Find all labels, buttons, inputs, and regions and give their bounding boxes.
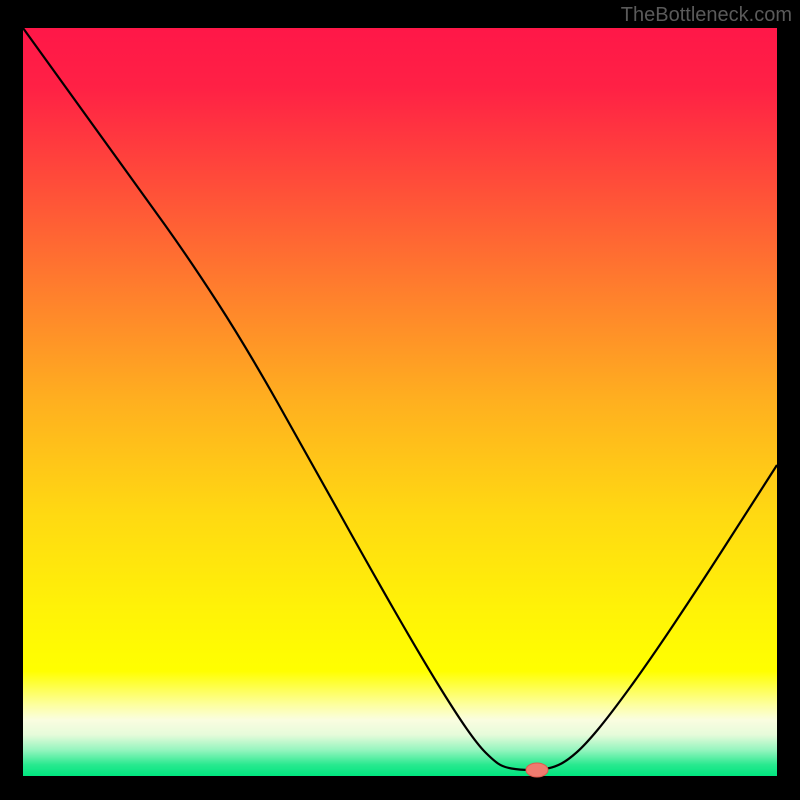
optimal-marker xyxy=(526,763,548,777)
watermark-text: TheBottleneck.com xyxy=(621,4,792,27)
bottleneck-chart xyxy=(0,0,800,800)
plot-gradient-background xyxy=(23,28,777,776)
chart-container: TheBottleneck.com xyxy=(0,0,800,800)
